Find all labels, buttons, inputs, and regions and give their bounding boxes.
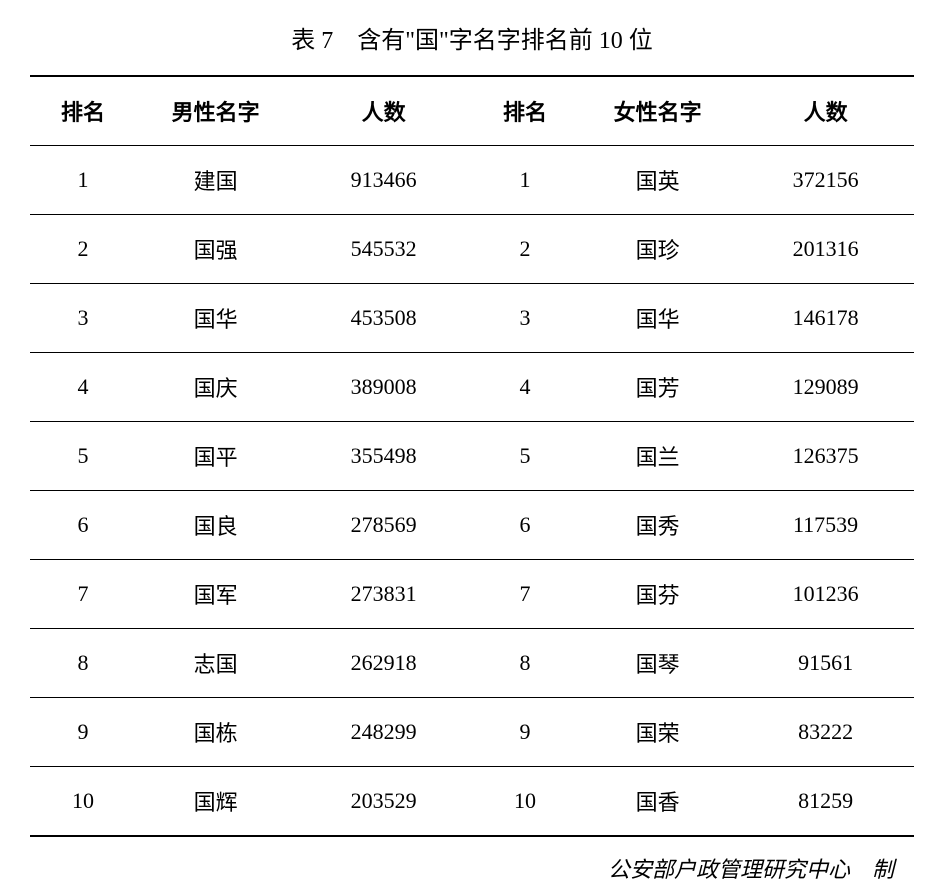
cell-count-male: 278569 — [295, 491, 472, 560]
table-header-row: 排名 男性名字 人数 排名 女性名字 人数 — [30, 76, 914, 146]
cell-name-female: 国芬 — [578, 560, 737, 629]
cell-name-male: 国庆 — [136, 353, 295, 422]
cell-count-female: 201316 — [737, 215, 914, 284]
cell-count-female: 126375 — [737, 422, 914, 491]
cell-rank-female: 5 — [472, 422, 578, 491]
cell-name-female: 国兰 — [578, 422, 737, 491]
cell-name-female: 国芳 — [578, 353, 737, 422]
cell-count-male: 273831 — [295, 560, 472, 629]
cell-name-female: 国珍 — [578, 215, 737, 284]
cell-count-male: 545532 — [295, 215, 472, 284]
cell-count-female: 81259 — [737, 767, 914, 837]
cell-rank-female: 6 — [472, 491, 578, 560]
cell-rank-male: 2 — [30, 215, 136, 284]
cell-count-female: 91561 — [737, 629, 914, 698]
table-row: 1 建国 913466 1 国英 372156 — [30, 146, 914, 215]
cell-count-male: 453508 — [295, 284, 472, 353]
cell-count-female: 372156 — [737, 146, 914, 215]
cell-count-female: 129089 — [737, 353, 914, 422]
cell-rank-male: 4 — [30, 353, 136, 422]
table-row: 8 志国 262918 8 国琴 91561 — [30, 629, 914, 698]
header-count-female: 人数 — [737, 76, 914, 146]
table-row: 7 国军 273831 7 国芬 101236 — [30, 560, 914, 629]
table-row: 10 国辉 203529 10 国香 81259 — [30, 767, 914, 837]
table-row: 2 国强 545532 2 国珍 201316 — [30, 215, 914, 284]
cell-rank-female: 4 — [472, 353, 578, 422]
cell-name-female: 国英 — [578, 146, 737, 215]
names-table: 排名 男性名字 人数 排名 女性名字 人数 1 建国 913466 1 国英 3… — [30, 75, 914, 837]
cell-name-female: 国华 — [578, 284, 737, 353]
cell-name-female: 国香 — [578, 767, 737, 837]
cell-name-male: 志国 — [136, 629, 295, 698]
table-row: 3 国华 453508 3 国华 146178 — [30, 284, 914, 353]
cell-name-male: 国良 — [136, 491, 295, 560]
table-row: 9 国栋 248299 9 国荣 83222 — [30, 698, 914, 767]
cell-rank-male: 5 — [30, 422, 136, 491]
cell-count-female: 83222 — [737, 698, 914, 767]
cell-rank-male: 9 — [30, 698, 136, 767]
cell-count-male: 913466 — [295, 146, 472, 215]
cell-rank-male: 3 — [30, 284, 136, 353]
cell-name-male: 国强 — [136, 215, 295, 284]
cell-rank-male: 6 — [30, 491, 136, 560]
cell-count-female: 101236 — [737, 560, 914, 629]
header-name-female: 女性名字 — [578, 76, 737, 146]
cell-rank-male: 10 — [30, 767, 136, 837]
cell-rank-female: 3 — [472, 284, 578, 353]
table-footer-source: 公安部户政管理研究中心 制 — [30, 852, 914, 884]
table-row: 4 国庆 389008 4 国芳 129089 — [30, 353, 914, 422]
cell-rank-male: 1 — [30, 146, 136, 215]
cell-name-male: 国辉 — [136, 767, 295, 837]
cell-name-male: 国平 — [136, 422, 295, 491]
table-body: 1 建国 913466 1 国英 372156 2 国强 545532 2 国珍… — [30, 146, 914, 837]
cell-rank-female: 1 — [472, 146, 578, 215]
cell-count-male: 355498 — [295, 422, 472, 491]
header-count-male: 人数 — [295, 76, 472, 146]
header-rank-female: 排名 — [472, 76, 578, 146]
cell-rank-female: 10 — [472, 767, 578, 837]
cell-name-female: 国荣 — [578, 698, 737, 767]
cell-rank-male: 7 — [30, 560, 136, 629]
cell-count-female: 117539 — [737, 491, 914, 560]
cell-name-male: 国华 — [136, 284, 295, 353]
cell-count-female: 146178 — [737, 284, 914, 353]
cell-name-female: 国秀 — [578, 491, 737, 560]
table-row: 6 国良 278569 6 国秀 117539 — [30, 491, 914, 560]
cell-rank-male: 8 — [30, 629, 136, 698]
cell-count-male: 262918 — [295, 629, 472, 698]
table-title: 表 7 含有"国"字名字排名前 10 位 — [30, 20, 914, 55]
header-rank-male: 排名 — [30, 76, 136, 146]
cell-name-male: 建国 — [136, 146, 295, 215]
cell-name-male: 国军 — [136, 560, 295, 629]
cell-count-male: 389008 — [295, 353, 472, 422]
table-row: 5 国平 355498 5 国兰 126375 — [30, 422, 914, 491]
cell-rank-female: 2 — [472, 215, 578, 284]
cell-name-female: 国琴 — [578, 629, 737, 698]
header-name-male: 男性名字 — [136, 76, 295, 146]
cell-rank-female: 7 — [472, 560, 578, 629]
cell-count-male: 203529 — [295, 767, 472, 837]
cell-rank-female: 8 — [472, 629, 578, 698]
cell-count-male: 248299 — [295, 698, 472, 767]
cell-rank-female: 9 — [472, 698, 578, 767]
cell-name-male: 国栋 — [136, 698, 295, 767]
